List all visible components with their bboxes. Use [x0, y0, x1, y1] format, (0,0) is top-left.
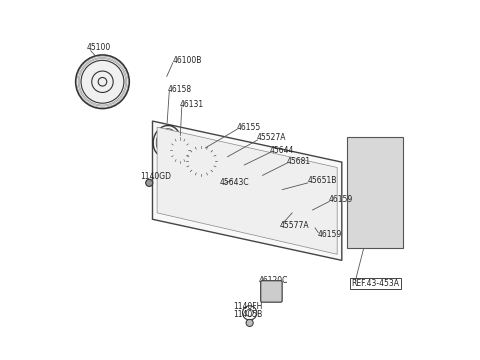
- Ellipse shape: [349, 143, 401, 242]
- Text: 45651B: 45651B: [307, 176, 336, 185]
- Text: 45577A: 45577A: [280, 221, 310, 230]
- Text: 1140FH: 1140FH: [233, 302, 262, 311]
- Text: REF.43-453A: REF.43-453A: [351, 279, 399, 288]
- Text: 45100: 45100: [87, 42, 111, 51]
- Circle shape: [146, 179, 153, 186]
- Text: 46158: 46158: [168, 85, 192, 94]
- Text: 46100B: 46100B: [172, 56, 202, 65]
- Text: 46155: 46155: [237, 123, 261, 132]
- Ellipse shape: [354, 153, 395, 232]
- Text: 46131: 46131: [180, 100, 204, 109]
- Text: 11405B: 11405B: [233, 310, 262, 319]
- Polygon shape: [157, 127, 337, 254]
- Circle shape: [269, 289, 274, 294]
- Ellipse shape: [185, 141, 218, 181]
- Text: 45681: 45681: [287, 157, 311, 166]
- Circle shape: [76, 55, 129, 109]
- Text: 45644: 45644: [270, 146, 294, 155]
- Polygon shape: [347, 137, 403, 248]
- Circle shape: [371, 188, 379, 197]
- Text: 46120C: 46120C: [259, 275, 288, 284]
- Text: 1140GD: 1140GD: [140, 172, 171, 181]
- Text: 45643C: 45643C: [220, 178, 249, 187]
- Polygon shape: [153, 121, 342, 260]
- FancyBboxPatch shape: [261, 281, 282, 302]
- Circle shape: [246, 319, 253, 327]
- Text: 45527A: 45527A: [257, 133, 286, 142]
- Text: 46159: 46159: [329, 195, 353, 204]
- Text: 46159: 46159: [317, 230, 341, 239]
